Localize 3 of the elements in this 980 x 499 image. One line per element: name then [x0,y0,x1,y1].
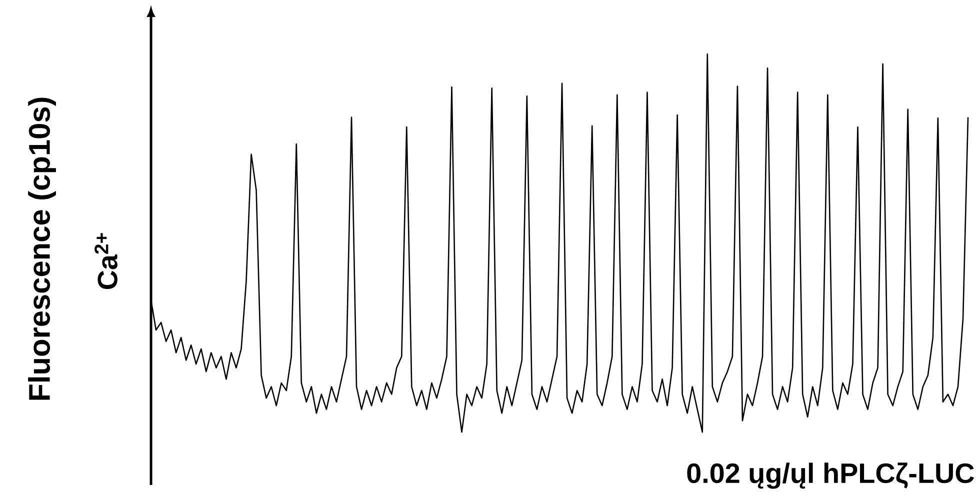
text: 0.02 ųg/ųl hPLCζ-LUC [687,462,974,489]
text: Ca$^{2+}$ [94,233,118,290]
y-axis-title: Fluorescence (cp10s) [28,98,56,400]
